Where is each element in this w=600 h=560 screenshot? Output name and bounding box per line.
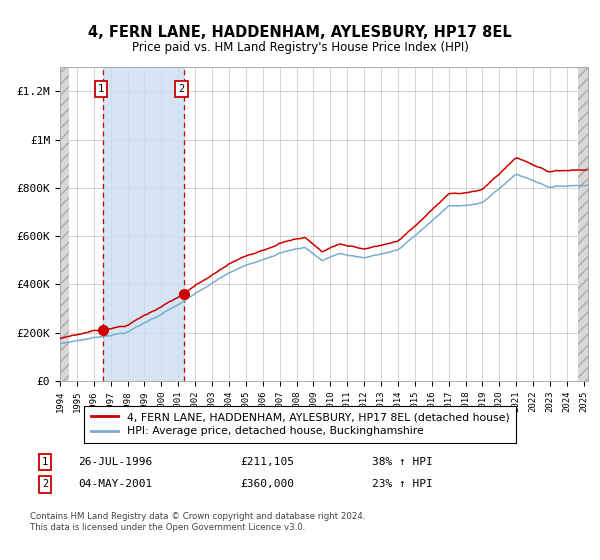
Text: 2: 2 [178, 84, 185, 94]
Text: 2: 2 [42, 479, 48, 489]
Text: 1: 1 [98, 84, 104, 94]
Text: 26-JUL-1996: 26-JUL-1996 [78, 457, 152, 467]
Text: 23% ↑ HPI: 23% ↑ HPI [372, 479, 433, 489]
Text: 38% ↑ HPI: 38% ↑ HPI [372, 457, 433, 467]
Text: 4, FERN LANE, HADDENHAM, AYLESBURY, HP17 8EL: 4, FERN LANE, HADDENHAM, AYLESBURY, HP17… [88, 25, 512, 40]
Text: £360,000: £360,000 [240, 479, 294, 489]
Legend: 4, FERN LANE, HADDENHAM, AYLESBURY, HP17 8EL (detached house), HPI: Average pric: 4, FERN LANE, HADDENHAM, AYLESBURY, HP17… [84, 405, 516, 443]
Text: £211,105: £211,105 [240, 457, 294, 467]
Text: 04-MAY-2001: 04-MAY-2001 [78, 479, 152, 489]
Text: Contains HM Land Registry data © Crown copyright and database right 2024.
This d: Contains HM Land Registry data © Crown c… [30, 512, 365, 532]
Text: Price paid vs. HM Land Registry's House Price Index (HPI): Price paid vs. HM Land Registry's House … [131, 41, 469, 54]
Text: 1: 1 [42, 457, 48, 467]
Bar [60, 67, 69, 381]
Bar [578, 67, 588, 381]
Bar [103, 67, 184, 381]
